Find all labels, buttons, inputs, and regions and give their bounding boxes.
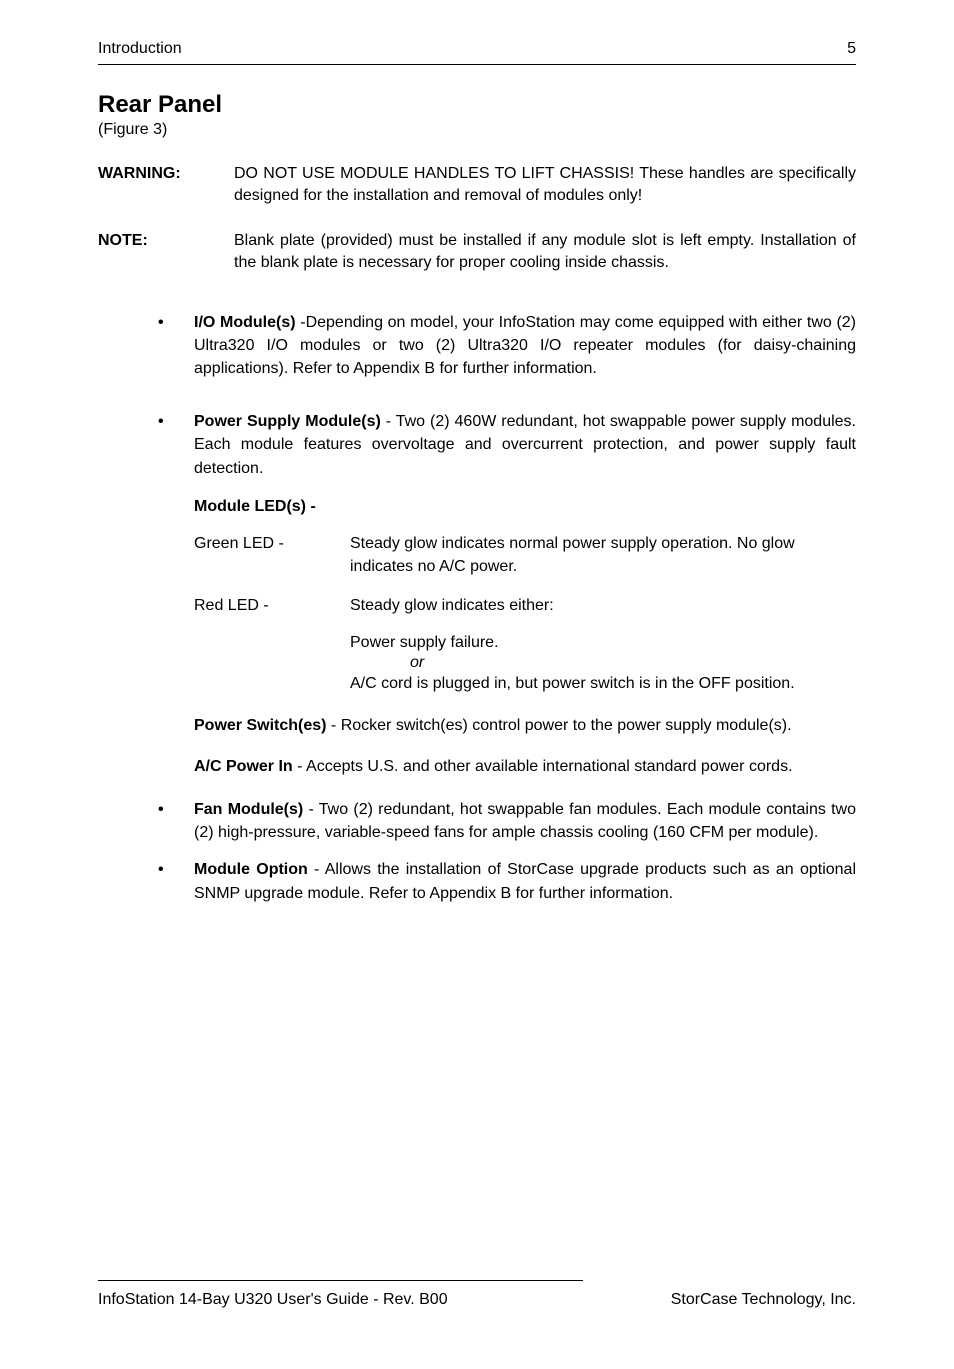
led-green-text: Steady glow indicates normal power suppl…: [350, 532, 856, 578]
bullet-dot: •: [158, 410, 194, 480]
red-detail-line2: A/C cord is plugged in, but power switch…: [350, 672, 856, 695]
bullet-io-body: I/O Module(s) -Depending on model, your …: [194, 311, 856, 381]
footer-divider: [98, 1280, 583, 1281]
bullet-opt-bold: Module Option: [194, 861, 308, 878]
bullet-dot: •: [158, 311, 194, 381]
bullet-fan-module: • Fan Module(s) - Two (2) redundant, hot…: [158, 798, 856, 844]
power-switch-para: Power Switch(es) - Rocker switch(es) con…: [194, 714, 856, 737]
footer-right: StorCase Technology, Inc.: [671, 1291, 856, 1309]
bullet-opt-body: Module Option - Allows the installation …: [194, 858, 856, 904]
section-title: Rear Panel: [98, 91, 856, 119]
bullet-psu-bold: Power Supply Module(s): [194, 413, 381, 430]
led-green-label: Green LED -: [194, 532, 350, 578]
bullet-dot: •: [158, 798, 194, 844]
power-switch-text: - Rocker switch(es) control power to the…: [326, 717, 791, 734]
red-detail-line1: Power supply failure.: [350, 631, 856, 654]
led-red-label: Red LED -: [194, 594, 350, 617]
bullet-dot: •: [158, 858, 194, 904]
bullet-psu-module: • Power Supply Module(s) - Two (2) 460W …: [158, 410, 856, 480]
power-switch-bold: Power Switch(es): [194, 717, 326, 734]
led-red-text: Steady glow indicates either:: [350, 594, 856, 617]
note-block: NOTE: Blank plate (provided) must be ins…: [98, 230, 856, 275]
ac-power-text: - Accepts U.S. and other available inter…: [293, 758, 793, 775]
figure-reference: (Figure 3): [98, 121, 856, 139]
led-red-row: Red LED - Steady glow indicates either:: [194, 594, 856, 617]
ac-power-para: A/C Power In - Accepts U.S. and other av…: [194, 755, 856, 778]
warning-label: WARNING:: [98, 163, 234, 208]
led-green-row: Green LED - Steady glow indicates normal…: [194, 532, 856, 578]
module-led-heading: Module LED(s) -: [194, 498, 856, 516]
page-header: Introduction 5: [98, 40, 856, 65]
warning-text: DO NOT USE MODULE HANDLES TO LIFT CHASSI…: [234, 163, 856, 208]
footer-left: InfoStation 14-Bay U320 User's Guide - R…: [98, 1291, 448, 1309]
header-page-number: 5: [847, 40, 856, 58]
page-footer: InfoStation 14-Bay U320 User's Guide - R…: [98, 1280, 856, 1309]
note-text: Blank plate (provided) must be installed…: [234, 230, 856, 275]
bullet-fan-body: Fan Module(s) - Two (2) redundant, hot s…: [194, 798, 856, 844]
bullet-psu-body: Power Supply Module(s) - Two (2) 460W re…: [194, 410, 856, 480]
warning-block: WARNING: DO NOT USE MODULE HANDLES TO LI…: [98, 163, 856, 208]
bullet-module-option: • Module Option - Allows the installatio…: [158, 858, 856, 904]
ac-power-bold: A/C Power In: [194, 758, 293, 775]
bullet-io-module: • I/O Module(s) -Depending on model, you…: [158, 311, 856, 381]
red-detail-or: or: [410, 654, 856, 672]
bullet-fan-bold: Fan Module(s): [194, 801, 303, 818]
bullet-io-bold: I/O Module(s): [194, 314, 296, 331]
note-label: NOTE:: [98, 230, 234, 275]
header-section: Introduction: [98, 40, 182, 58]
